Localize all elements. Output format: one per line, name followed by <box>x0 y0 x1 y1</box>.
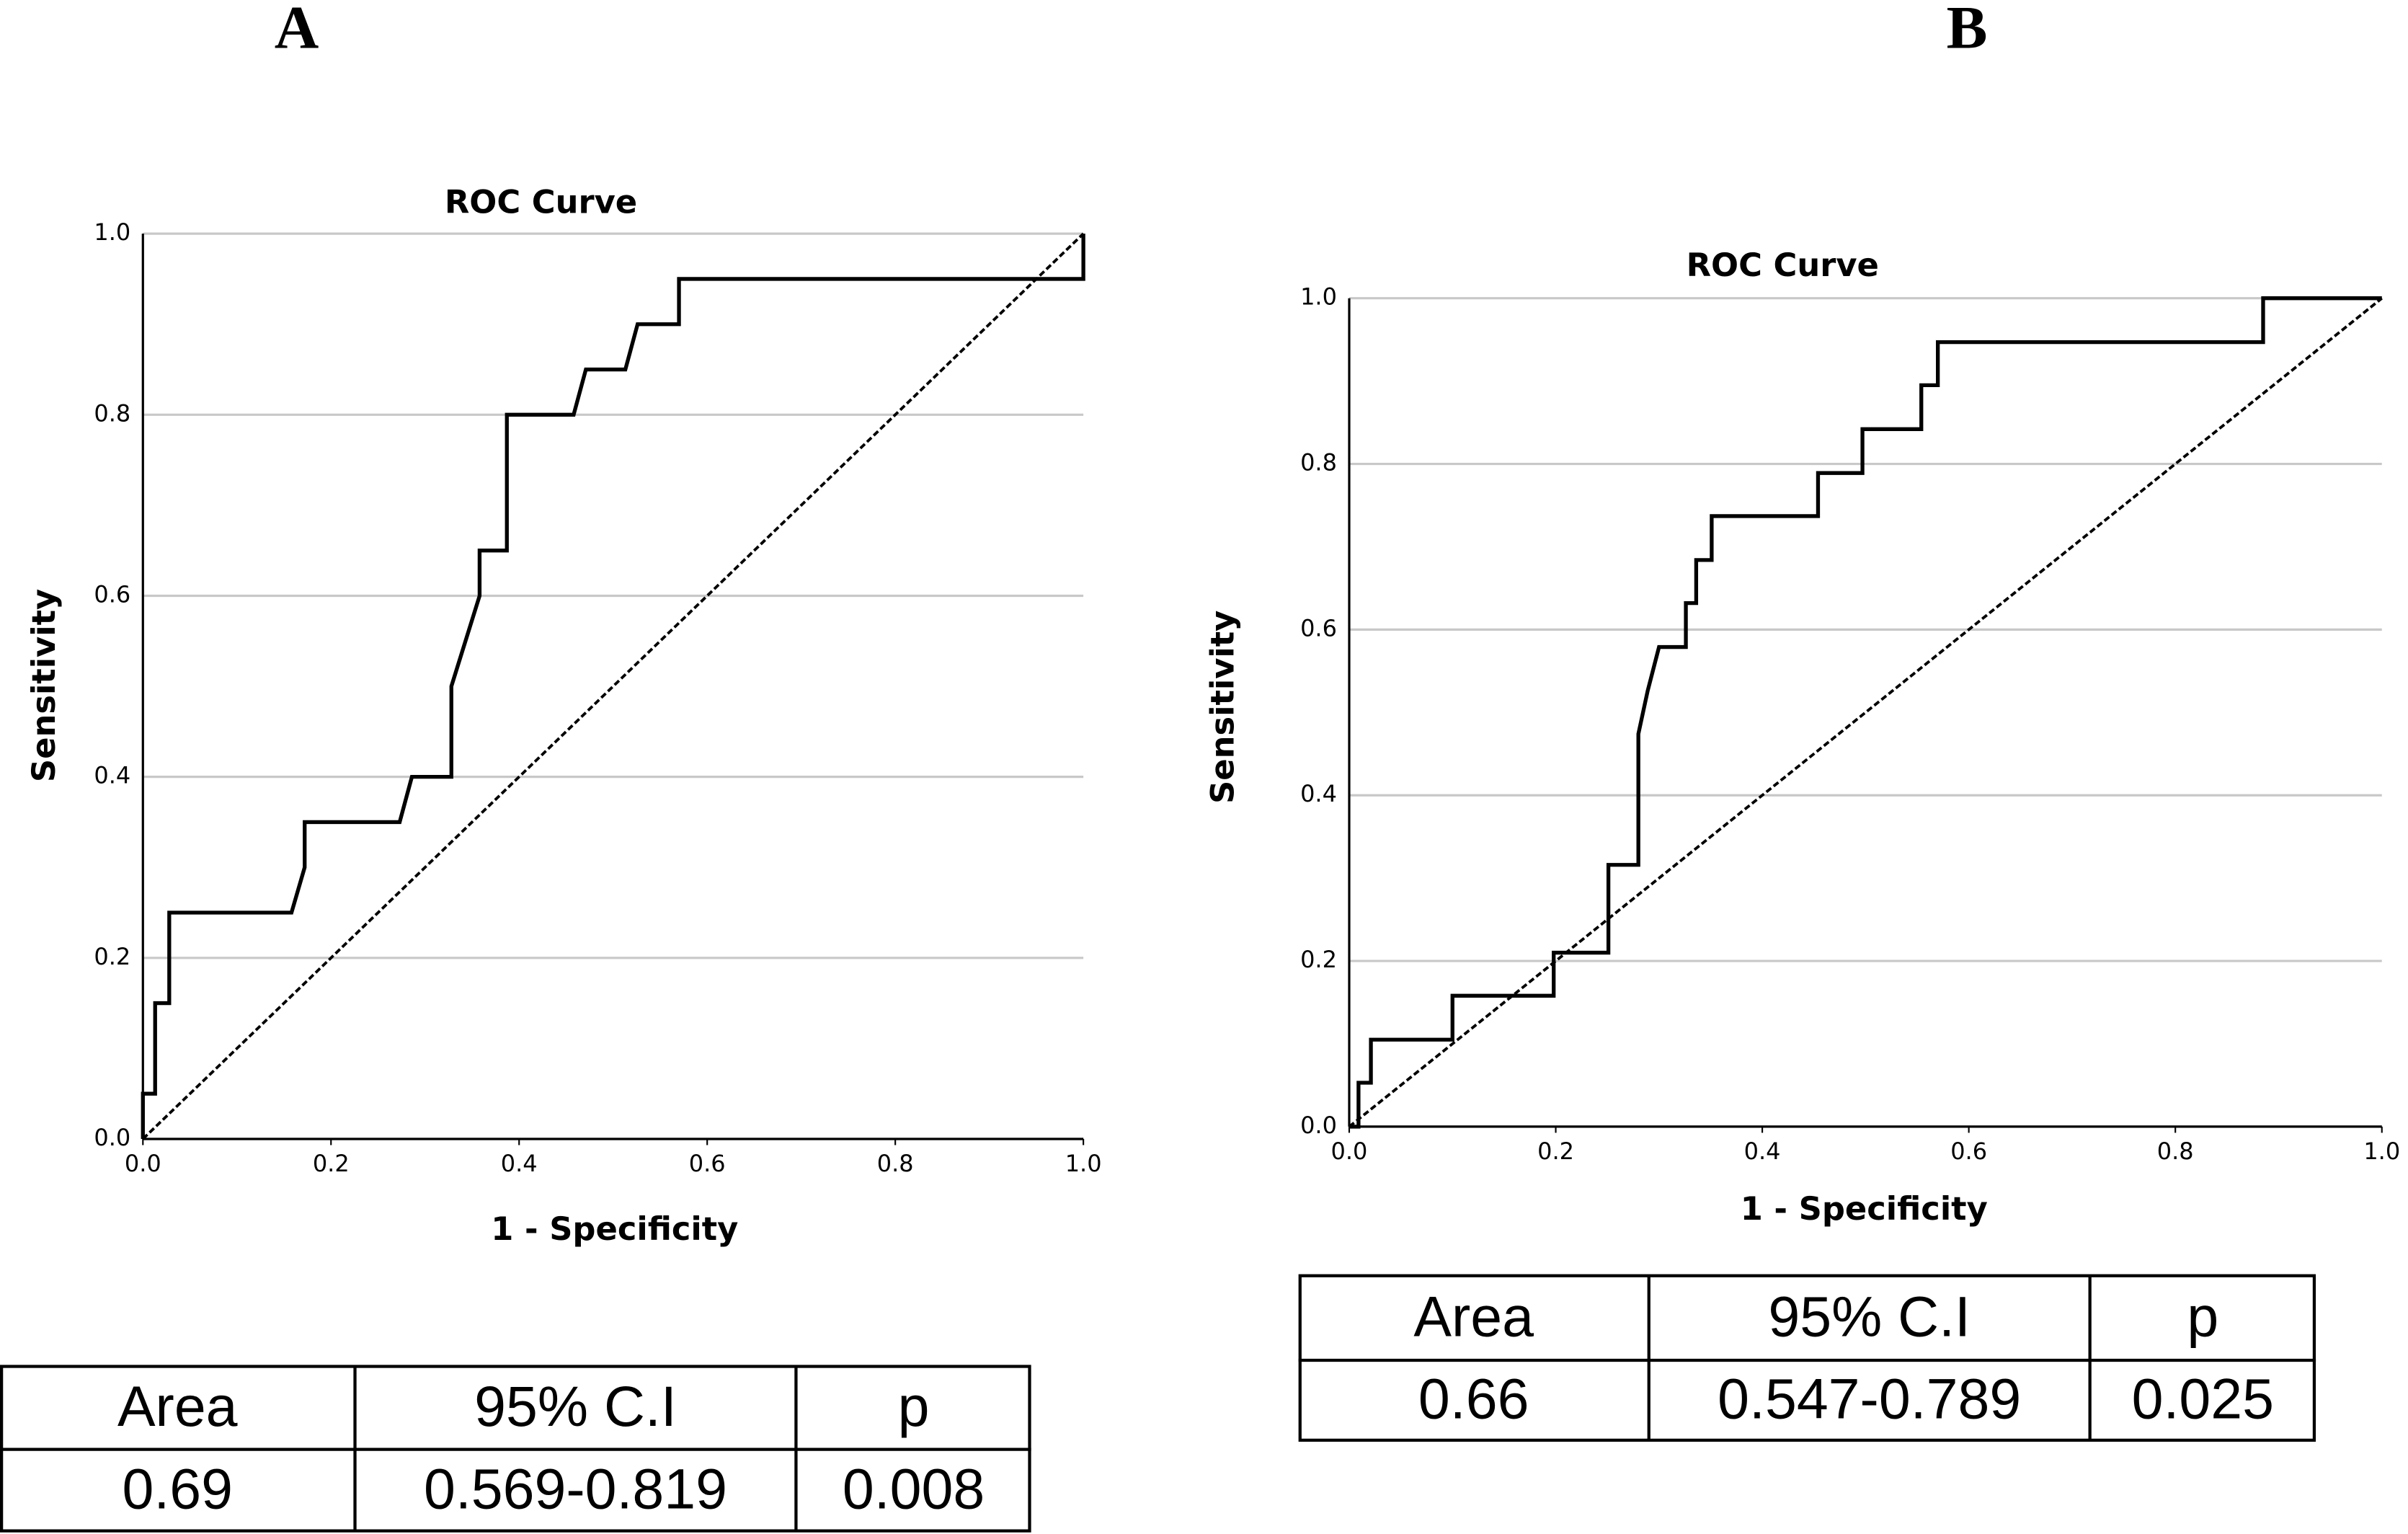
x-tick-label: 0.8 <box>2157 1138 2194 1165</box>
y-tick-label: 0.4 <box>1300 780 1337 807</box>
x-tick-label: 0.2 <box>1537 1138 1574 1165</box>
chart-title: ROC Curve <box>445 183 637 221</box>
table-header-cell: p <box>898 1375 930 1438</box>
y-tick-label: 0.4 <box>94 762 130 789</box>
table-header-cell: p <box>2187 1285 2218 1348</box>
y-tick-label: 0.2 <box>94 943 130 970</box>
table-frame <box>1298 1274 2316 1442</box>
chart-title: ROC Curve <box>1687 246 1879 284</box>
x-tick-label: 0.6 <box>689 1150 726 1177</box>
x-tick-label: 0.4 <box>1744 1138 1781 1165</box>
y-axis-label: Sensitivity <box>1203 611 1241 804</box>
x-tick-label: 0.6 <box>1950 1138 1987 1165</box>
y-tick-label: 0.6 <box>94 580 130 608</box>
table-header-cell: 95% C.I <box>474 1375 677 1438</box>
y-tick-label: 1.0 <box>1300 283 1337 311</box>
table-header-cell: Area <box>1413 1285 1534 1348</box>
y-tick-label: 0.8 <box>94 399 130 427</box>
y-axis-label: Sensitivity <box>25 589 63 782</box>
table-cell: 0.008 <box>843 1457 985 1520</box>
x-tick-label: 1.0 <box>1065 1150 1102 1177</box>
table-cell: 0.547-0.789 <box>1718 1367 2021 1431</box>
reference-line <box>1348 297 2383 1128</box>
x-axis-label: 1 - Specificity <box>491 1210 738 1248</box>
y-tick-label: 0.0 <box>1300 1112 1337 1139</box>
y-tick-label: 0.6 <box>1300 614 1337 642</box>
x-tick-label: 0.4 <box>501 1150 538 1177</box>
reference-line <box>141 232 1085 1140</box>
roc-curve <box>141 234 1085 1139</box>
table-cell: 0.025 <box>2132 1367 2274 1431</box>
table-header-cell: 95% C.I <box>1768 1285 1971 1348</box>
table-cell: 0.569-0.819 <box>424 1457 727 1520</box>
table-header-cell: Area <box>117 1375 238 1438</box>
x-tick-label: 0.0 <box>125 1150 161 1177</box>
roc-curve <box>1349 296 2382 1129</box>
x-tick-label: 0.0 <box>1331 1138 1368 1165</box>
x-axis-label: 1 - Specificity <box>1741 1189 1988 1228</box>
y-tick-label: 1.0 <box>94 218 130 246</box>
y-tick-label: 0.2 <box>1300 946 1337 973</box>
table-cell: 0.69 <box>122 1457 233 1520</box>
panel-label: B <box>1947 0 1988 62</box>
table-cell: 0.66 <box>1418 1367 1529 1431</box>
x-tick-label: 0.2 <box>313 1150 350 1177</box>
x-tick-label: 0.8 <box>877 1150 914 1177</box>
y-tick-label: 0.8 <box>1300 449 1337 476</box>
panel-label: A <box>275 0 319 62</box>
x-tick-label: 1.0 <box>2363 1138 2400 1165</box>
y-tick-label: 0.0 <box>94 1124 130 1151</box>
